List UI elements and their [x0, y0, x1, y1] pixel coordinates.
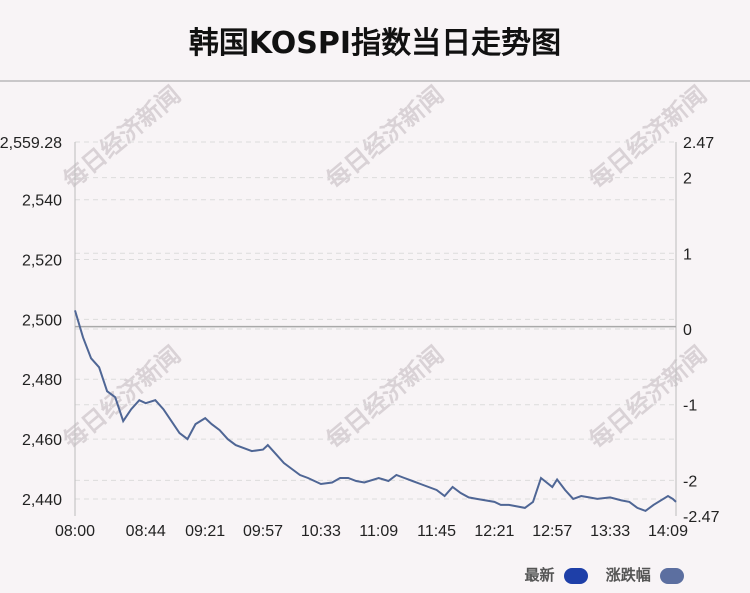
x-tick-label: 11:45	[417, 523, 456, 540]
x-tick-label: 12:57	[532, 523, 572, 540]
legend-swatch-latest	[563, 567, 588, 584]
x-tick-label: 09:21	[185, 523, 225, 540]
y-right-tick-label: 0	[683, 322, 692, 339]
watermark-text: 每日经济新闻	[57, 340, 186, 455]
y-right-tick-label: -2.47	[683, 509, 720, 526]
legend-item-latest[interactable]: 最新	[525, 564, 588, 585]
x-tick-label: 11:09	[359, 523, 398, 540]
x-tick-label: 08:44	[126, 523, 166, 540]
x-tick-label: 09:57	[243, 523, 283, 540]
y-left-tick-label: 2,480	[22, 372, 62, 389]
y-left-tick-label: 2,540	[22, 193, 62, 210]
x-tick-label: 12:21	[474, 523, 514, 540]
y-left-tick-label: 2,460	[22, 432, 62, 449]
legend: 最新 涨跌幅	[525, 564, 684, 585]
title-divider	[0, 80, 750, 82]
legend-swatch-change	[660, 567, 684, 584]
y-left-tick-label: 2,559.28	[0, 135, 62, 152]
y-right-tick-label: -1	[683, 398, 697, 415]
x-tick-label: 14:09	[648, 523, 688, 540]
right-axis-ticks: 2.47 2 1 0 -1 -2 -2.47	[683, 135, 720, 526]
y-right-tick-label: 2.47	[683, 135, 714, 152]
y-right-tick-label: 2	[683, 171, 692, 188]
x-tick-label: 10:33	[301, 523, 341, 540]
left-axis-ticks: 2,559.28 2,540 2,520 2,500 2,480 2,460 2,440	[0, 135, 62, 509]
legend-label-change: 涨跌幅	[605, 566, 651, 584]
y-left-tick-label: 2,520	[22, 253, 62, 270]
x-axis-ticks: 08:00 08:44 09:21 09:57 10:33 11:09 11:45 12:21…	[55, 523, 688, 540]
legend-label-latest: 最新	[524, 566, 555, 584]
x-tick-label: 13:33	[590, 523, 630, 540]
chart-title: 韩国KOSPI指数当日走势图	[188, 26, 562, 61]
x-tick-label: 08:00	[55, 523, 95, 540]
y-right-tick-label: -2	[683, 473, 697, 490]
watermark-text: 每日经济新闻	[320, 340, 449, 455]
price-series-line	[74, 310, 677, 513]
y-right-tick-label: 1	[683, 246, 692, 263]
y-left-tick-label: 2,500	[22, 312, 62, 329]
legend-item-change[interactable]: 涨跌幅	[606, 564, 684, 585]
grid-layer	[75, 141, 676, 500]
y-left-tick-label: 2,440	[22, 492, 62, 509]
